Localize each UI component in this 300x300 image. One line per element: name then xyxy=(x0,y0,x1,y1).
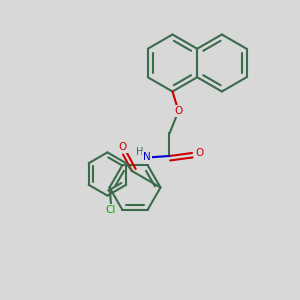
Text: H: H xyxy=(136,147,143,157)
Text: O: O xyxy=(119,142,127,152)
Text: Cl: Cl xyxy=(106,205,116,215)
Text: O: O xyxy=(195,148,204,158)
Text: N: N xyxy=(143,152,151,163)
Text: O: O xyxy=(174,106,183,116)
